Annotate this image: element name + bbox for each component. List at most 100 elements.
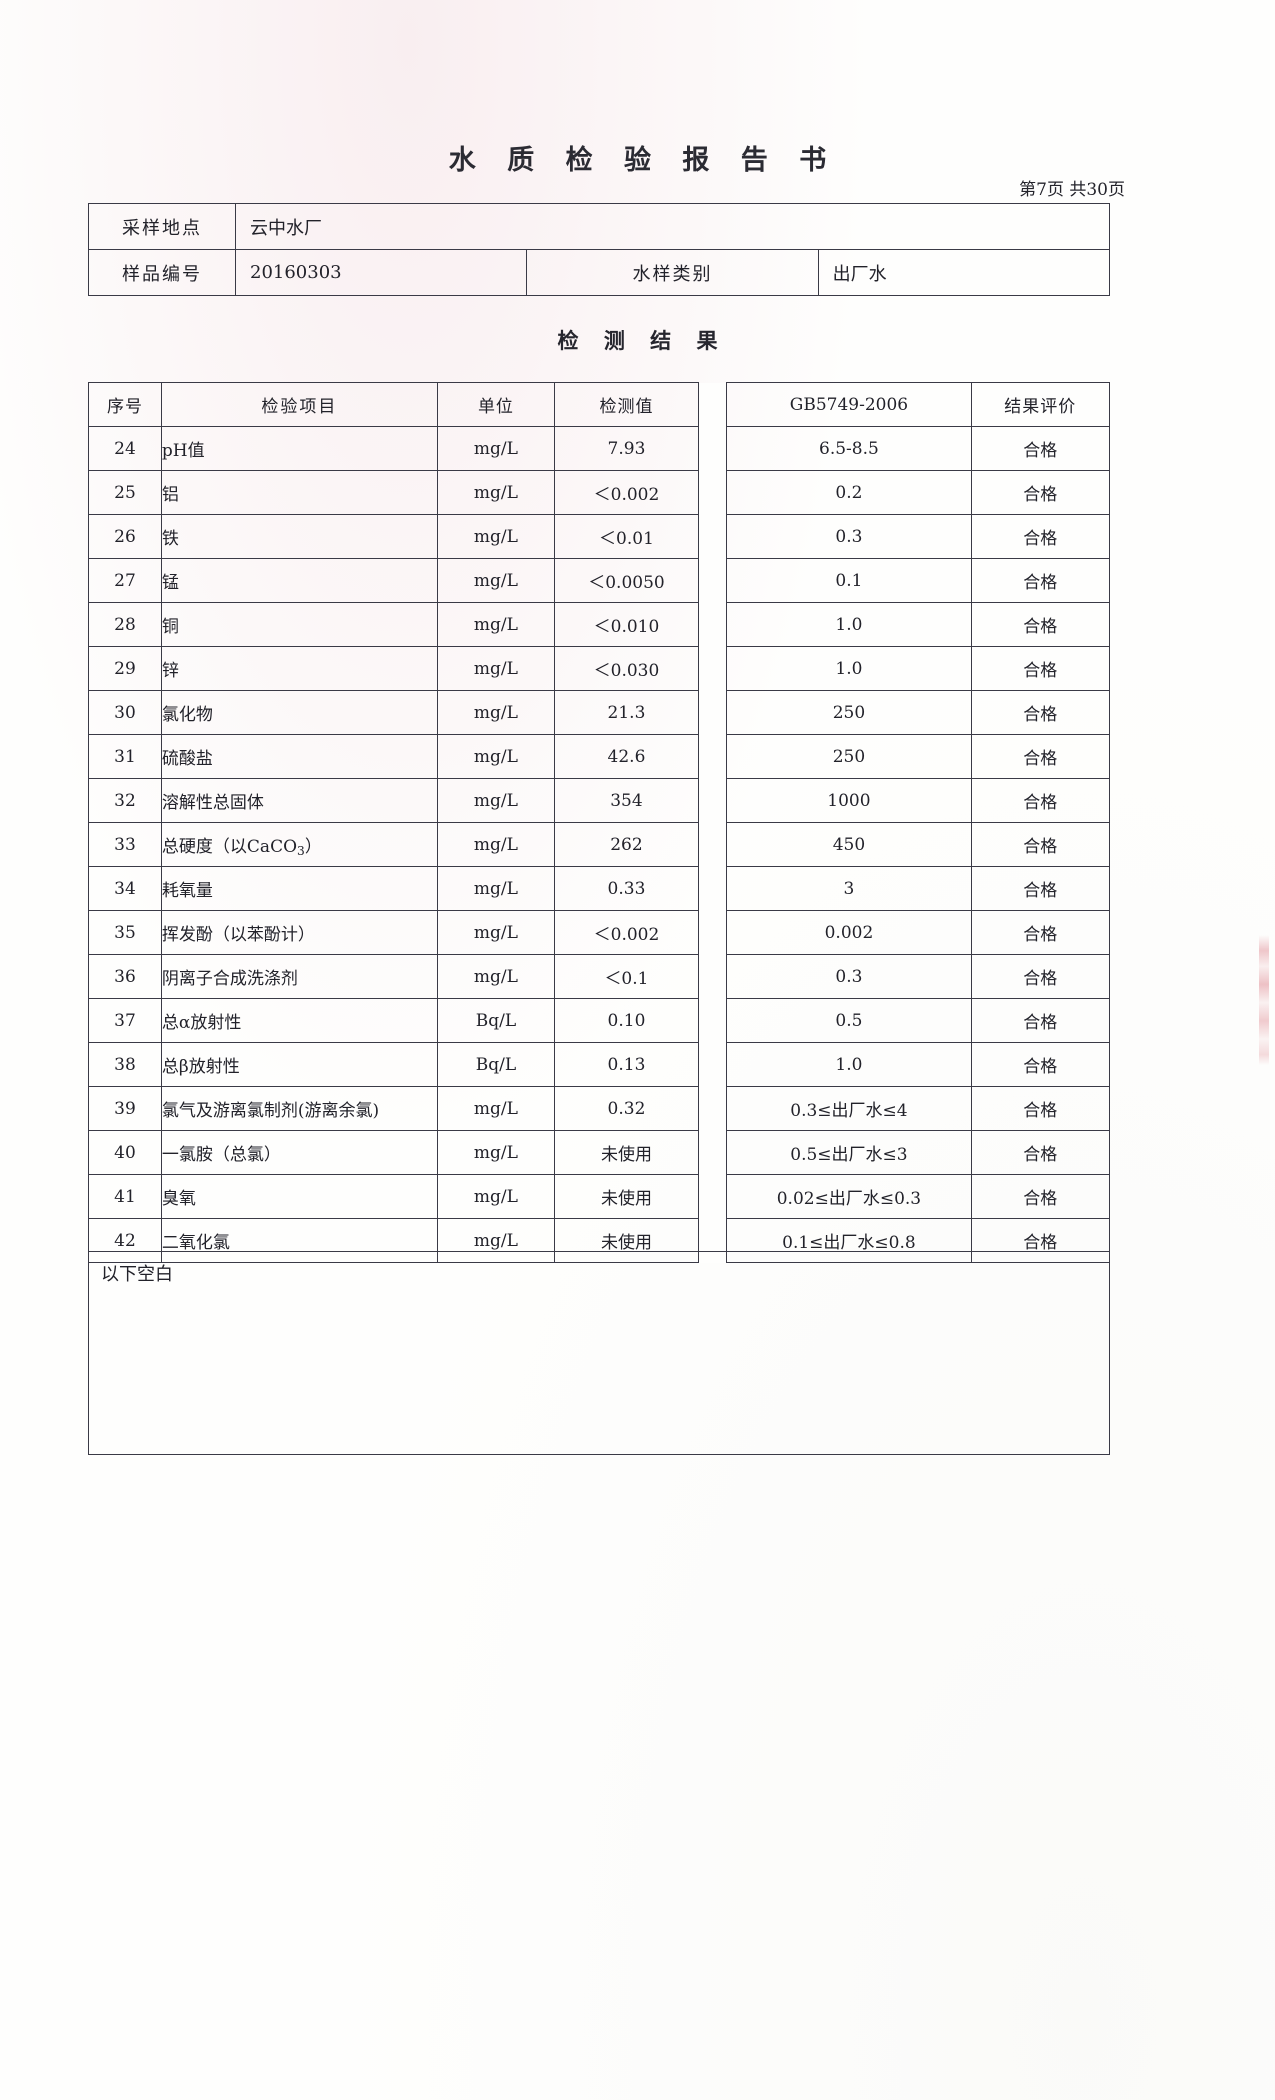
cell-item: 铝 xyxy=(160,470,438,515)
cell-unit: mg/L xyxy=(436,910,556,955)
cell-evaluation: 合格 xyxy=(970,954,1110,999)
cell-no: 36 xyxy=(88,954,162,999)
cell-value: 未使用 xyxy=(554,1174,699,1219)
cell-value: ＜0.1 xyxy=(554,954,699,999)
column-gutter xyxy=(698,734,727,779)
column-gutter xyxy=(698,1130,727,1175)
cell-standard: 250 xyxy=(726,734,972,779)
sampling-location-label: 采样地点 xyxy=(88,203,236,250)
cell-item: 铁 xyxy=(160,514,438,559)
cell-item: 锌 xyxy=(160,646,438,691)
section-title: 检 测 结 果 xyxy=(557,328,727,353)
cell-standard: 250 xyxy=(726,690,972,735)
column-gutter xyxy=(698,646,727,691)
cell-value: 未使用 xyxy=(554,1130,699,1175)
cell-item: 耗氧量 xyxy=(160,866,438,911)
column-gutter xyxy=(698,470,727,515)
cell-evaluation: 合格 xyxy=(970,470,1110,515)
cell-evaluation: 合格 xyxy=(970,602,1110,647)
cell-no: 27 xyxy=(88,558,162,603)
sample-number-value: 20160303 xyxy=(234,249,528,296)
cell-standard: 0.1 xyxy=(726,558,972,603)
table-row: 41 臭氧 mg/L 未使用 0.02≤出厂水≤0.3 合格 xyxy=(88,1174,1110,1219)
cell-standard: 0.2 xyxy=(726,470,972,515)
water-type-label: 水样类别 xyxy=(526,249,819,296)
cell-value: ＜0.030 xyxy=(554,646,699,691)
cell-unit: Bq/L xyxy=(436,1042,556,1087)
cell-evaluation: 合格 xyxy=(970,910,1110,955)
cell-unit: mg/L xyxy=(436,1174,556,1219)
cell-item: 硫酸盐 xyxy=(160,734,438,779)
table-row: 26 铁 mg/L ＜0.01 0.3 合格 xyxy=(88,514,1110,559)
table-row: 39 氯气及游离氯制剂(游离余氯) mg/L 0.32 0.3≤出厂水≤4 合格 xyxy=(88,1086,1110,1131)
column-gutter xyxy=(698,1218,727,1263)
cell-value: ＜0.002 xyxy=(554,470,699,515)
table-row: 32 溶解性总固体 mg/L 354 1000 合格 xyxy=(88,778,1110,823)
cell-evaluation: 合格 xyxy=(970,514,1110,559)
column-gutter xyxy=(698,514,727,559)
cell-unit: mg/L xyxy=(436,470,556,515)
column-gutter xyxy=(698,1174,727,1219)
cell-standard: 3 xyxy=(726,866,972,911)
page-number: 第7页 共30页 xyxy=(1019,180,1125,200)
cell-evaluation: 合格 xyxy=(970,1086,1110,1131)
column-gutter xyxy=(698,910,727,955)
cell-value: 未使用 xyxy=(554,1218,699,1263)
header-item: 检验项目 xyxy=(160,382,438,427)
cell-value: 21.3 xyxy=(554,690,699,735)
cell-standard: 0.5 xyxy=(726,998,972,1043)
results-table: 序号 检验项目 单位 检测值 GB5749-2006 结果评价 24 pH值 mg/… xyxy=(88,382,1110,1263)
results-body: 24 pH值 mg/L 7.93 6.5-8.5 合格 25 铝 mg/L ＜0.002 0.2 合格… xyxy=(88,426,1110,1263)
cell-value: 7.93 xyxy=(554,426,699,471)
cell-standard: 6.5-8.5 xyxy=(726,426,972,471)
cell-no: 38 xyxy=(88,1042,162,1087)
cell-evaluation: 合格 xyxy=(970,1130,1110,1175)
sample-number-label: 样品编号 xyxy=(88,249,236,296)
cell-unit: mg/L xyxy=(436,646,556,691)
header-value: 检测值 xyxy=(554,382,699,427)
cell-no: 25 xyxy=(88,470,162,515)
cell-value: 0.10 xyxy=(554,998,699,1043)
cell-unit: mg/L xyxy=(436,822,556,867)
sampling-location-value: 云中水厂 xyxy=(235,203,1110,250)
cell-item: 溶解性总固体 xyxy=(160,778,438,823)
cell-no: 30 xyxy=(88,690,162,735)
cell-evaluation: 合格 xyxy=(970,1042,1110,1087)
cell-item: 二氧化氯 xyxy=(160,1218,438,1263)
cell-standard: 450 xyxy=(726,822,972,867)
blank-note: 以下空白 xyxy=(101,1264,173,1285)
cell-item: 氯化物 xyxy=(160,690,438,735)
cell-evaluation: 合格 xyxy=(970,558,1110,603)
table-row: 25 铝 mg/L ＜0.002 0.2 合格 xyxy=(88,470,1110,515)
column-gutter xyxy=(698,866,727,911)
column-gutter xyxy=(698,558,727,603)
blank-remainder-box: 以下空白 xyxy=(88,1251,1110,1455)
cell-no: 37 xyxy=(88,998,162,1043)
cell-unit: mg/L xyxy=(436,866,556,911)
cell-value: ＜0.002 xyxy=(554,910,699,955)
cell-item: 总硬度（以CaCO3） xyxy=(160,822,438,867)
cell-unit: mg/L xyxy=(436,954,556,999)
cell-evaluation: 合格 xyxy=(970,690,1110,735)
table-row: 40 一氯胺（总氯） mg/L 未使用 0.5≤出厂水≤3 合格 xyxy=(88,1130,1110,1175)
cell-item: pH值 xyxy=(160,426,438,471)
cell-standard: 1000 xyxy=(726,778,972,823)
table-row: 33 总硬度（以CaCO3） mg/L 262 450 合格 xyxy=(88,822,1110,867)
cell-standard: 0.1≤出厂水≤0.8 xyxy=(726,1218,972,1263)
water-type-value: 出厂水 xyxy=(817,249,1111,296)
cell-unit: mg/L xyxy=(436,514,556,559)
cell-unit: mg/L xyxy=(436,426,556,471)
column-gutter xyxy=(698,690,727,735)
cell-evaluation: 合格 xyxy=(970,998,1110,1043)
cell-item: 臭氧 xyxy=(160,1174,438,1219)
cell-item: 挥发酚（以苯酚计） xyxy=(160,910,438,955)
cell-no: 40 xyxy=(88,1130,162,1175)
cell-no: 33 xyxy=(88,822,162,867)
cell-no: 35 xyxy=(88,910,162,955)
cell-item: 锰 xyxy=(160,558,438,603)
cell-no: 29 xyxy=(88,646,162,691)
cell-evaluation: 合格 xyxy=(970,778,1110,823)
cell-evaluation: 合格 xyxy=(970,734,1110,779)
cell-evaluation: 合格 xyxy=(970,426,1110,471)
